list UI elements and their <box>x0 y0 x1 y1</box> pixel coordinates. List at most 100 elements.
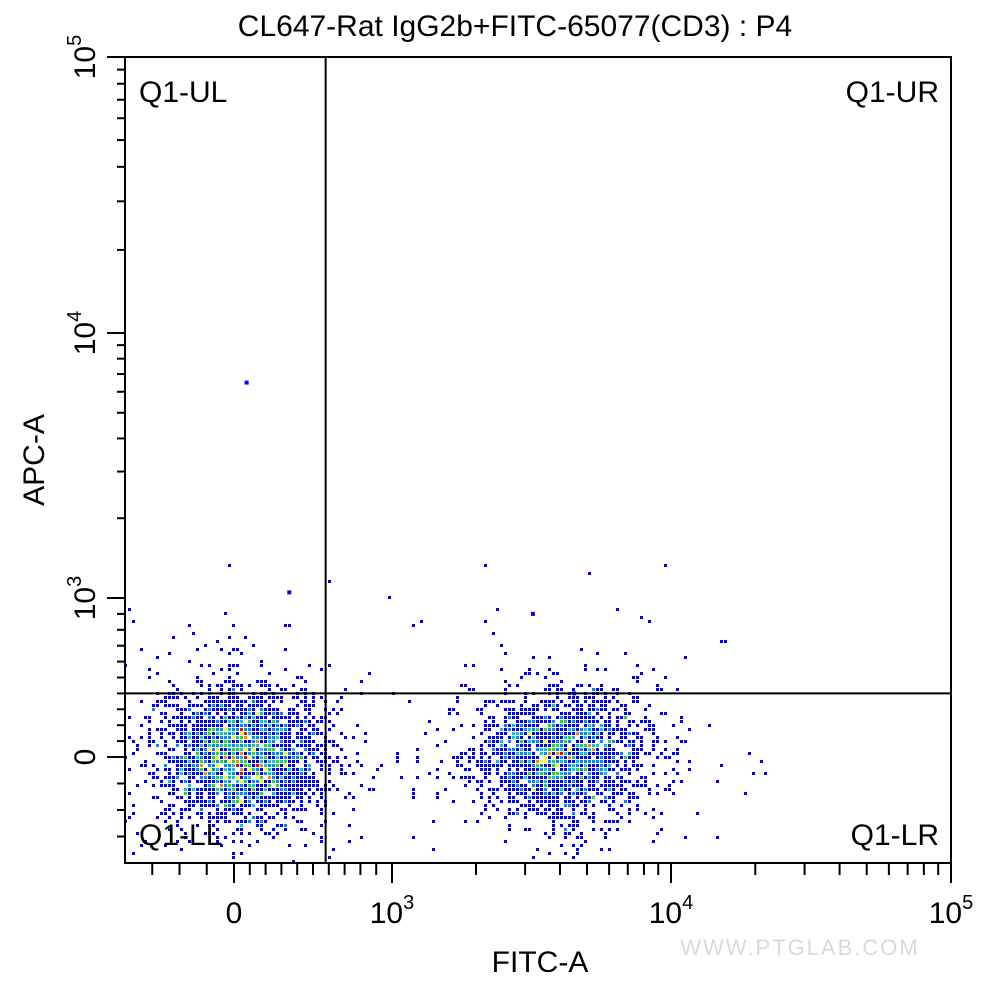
event-bin <box>304 768 307 771</box>
event-bin <box>560 748 563 751</box>
event-bin <box>228 704 231 707</box>
event-bin <box>276 712 279 715</box>
event-bin <box>572 828 575 831</box>
event-bin <box>512 752 515 755</box>
event-bin <box>212 744 215 747</box>
event-bin <box>220 772 223 775</box>
event-bin <box>300 736 303 739</box>
event-bin <box>552 800 555 803</box>
event-bin <box>516 756 519 759</box>
event-bin <box>500 644 503 647</box>
event-bin <box>304 780 307 783</box>
event-bin <box>292 772 295 775</box>
event-bin <box>136 748 139 751</box>
event-bin <box>496 752 499 755</box>
event-bin <box>268 784 271 787</box>
event-bin <box>300 744 303 747</box>
event-bin <box>240 740 243 743</box>
event-bin <box>592 788 595 791</box>
event-bin <box>552 832 555 835</box>
event-bin <box>508 752 511 755</box>
event-bin <box>596 652 599 655</box>
event-bin <box>576 732 579 735</box>
event-bin <box>528 712 531 715</box>
event-bin <box>616 776 619 779</box>
event-bin <box>268 704 271 707</box>
event-bin <box>252 764 255 767</box>
event-bin <box>532 732 535 735</box>
event-bin <box>340 768 343 771</box>
event-bin <box>228 652 231 655</box>
event-bin <box>548 704 551 707</box>
event-bin <box>296 724 299 727</box>
event-bin <box>572 724 575 727</box>
event-bin <box>204 724 207 727</box>
event-bin <box>564 804 567 807</box>
event-bin <box>248 748 251 751</box>
event-bin <box>224 728 227 731</box>
event-bin <box>280 800 283 803</box>
event-bin <box>560 728 563 731</box>
event-bin <box>572 800 575 803</box>
event-bin <box>128 768 131 771</box>
event-bin <box>580 784 583 787</box>
event-bin <box>564 752 567 755</box>
event-bin <box>648 720 651 723</box>
event-bin <box>204 832 207 835</box>
event-bin <box>520 772 523 775</box>
event-bin <box>332 760 335 763</box>
event-bin <box>240 828 243 831</box>
event-bin <box>196 772 199 775</box>
event-bin <box>204 772 207 775</box>
event-bin <box>216 804 219 807</box>
event-bin <box>256 724 259 727</box>
event-bin <box>588 744 591 747</box>
event-bin <box>504 752 507 755</box>
event-bin <box>612 728 615 731</box>
event-bin <box>192 632 195 635</box>
event-bin <box>552 828 555 831</box>
event-bin <box>316 760 319 763</box>
event-bin <box>240 756 243 759</box>
event-bin <box>492 632 495 635</box>
event-bin <box>596 712 599 715</box>
event-bin <box>632 744 635 747</box>
event-bin <box>328 728 331 731</box>
event-bin <box>292 760 295 763</box>
event-bin <box>620 740 623 743</box>
event-bin <box>164 808 167 811</box>
event-bin <box>556 724 559 727</box>
event-bin <box>192 764 195 767</box>
event-bin <box>584 788 587 791</box>
event-bin <box>272 836 275 839</box>
event-bin <box>504 840 507 843</box>
event-bin <box>584 792 587 795</box>
event-bin <box>560 724 563 727</box>
event-bin <box>516 684 519 687</box>
event-bin <box>216 764 219 767</box>
event-bin <box>184 724 187 727</box>
event-bin <box>140 724 143 727</box>
event-bin <box>568 780 571 783</box>
event-bin <box>228 636 231 639</box>
x-tick-label: 0 <box>226 897 243 930</box>
event-bin <box>188 736 191 739</box>
event-bin <box>260 780 263 783</box>
event-bin <box>248 788 251 791</box>
event-bin <box>308 724 311 727</box>
event-bin <box>284 824 287 827</box>
event-bin <box>240 704 243 707</box>
event-bin <box>140 700 143 703</box>
event-bin <box>244 756 247 759</box>
event-bin <box>604 744 607 747</box>
event-bin <box>184 772 187 775</box>
event-bin <box>492 700 495 703</box>
event-bin <box>304 760 307 763</box>
event-bin <box>280 776 283 779</box>
event-bin <box>228 804 231 807</box>
event-bin <box>512 788 515 791</box>
event-bin <box>580 708 583 711</box>
event-bin <box>216 772 219 775</box>
event-bin <box>216 700 219 703</box>
event-bin <box>464 752 467 755</box>
